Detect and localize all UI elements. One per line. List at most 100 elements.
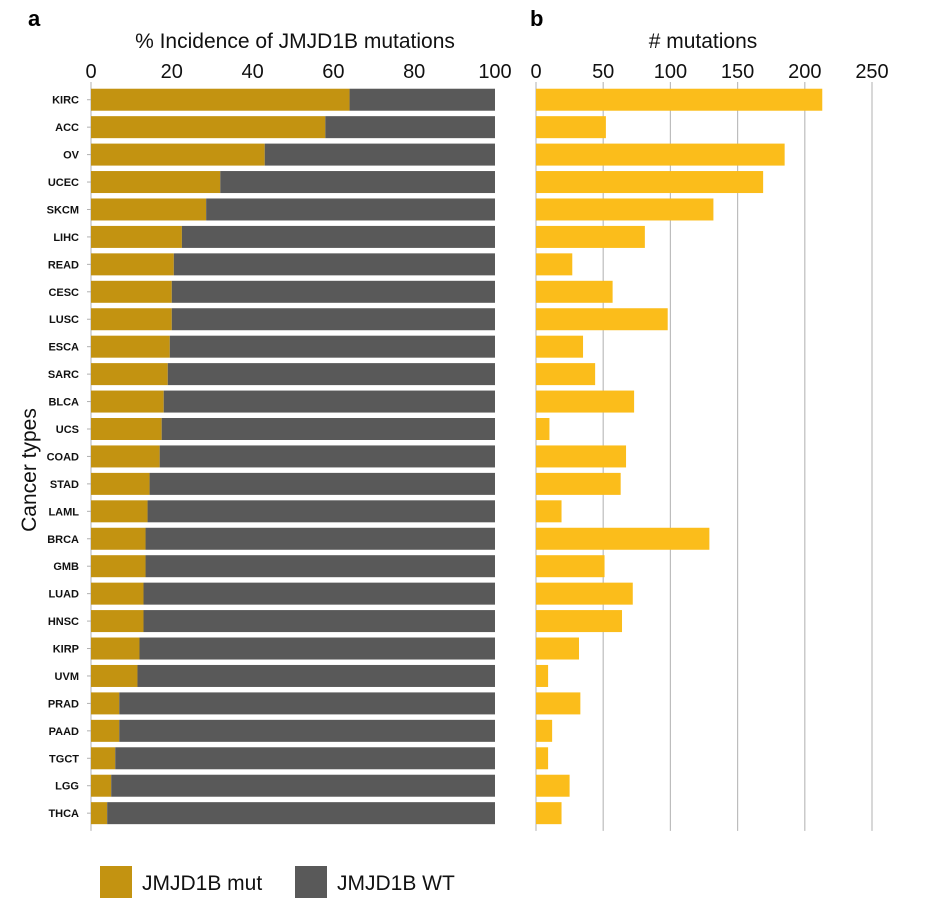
- category-label: LUSC: [49, 314, 79, 326]
- category-label: ESCA: [48, 342, 79, 354]
- bar-mutation-count: [536, 390, 635, 413]
- category-label: UCEC: [48, 177, 79, 189]
- bar-jmjd1b-wt: [159, 445, 495, 468]
- category-label: GMB: [53, 561, 79, 573]
- bar-jmjd1b-wt: [173, 253, 495, 276]
- category-label: SARC: [48, 369, 79, 381]
- bar-jmjd1b-mut: [91, 280, 172, 303]
- bar-jmjd1b-wt: [139, 637, 496, 660]
- bar-mutation-count: [536, 555, 605, 578]
- bar-jmjd1b-wt: [137, 664, 495, 687]
- bar-mutation-count: [536, 363, 596, 386]
- bar-mutation-count: [536, 308, 668, 331]
- panel-a-x-tick-label: 40: [241, 61, 263, 83]
- bar-jmjd1b-mut: [91, 610, 144, 633]
- legend-label-wt: JMJD1B WT: [337, 872, 455, 895]
- category-label: READ: [48, 259, 79, 271]
- panel-a-x-tick-label: 100: [478, 61, 511, 83]
- bar-mutation-count: [536, 610, 623, 633]
- bar-jmjd1b-mut: [91, 253, 174, 276]
- panel-b-plot: 0 50 100 150 200 250: [530, 61, 889, 831]
- bar-mutation-count: [536, 335, 584, 358]
- bar-jmjd1b-mut: [91, 664, 138, 687]
- bar-mutation-count: [536, 802, 562, 825]
- bar-jmjd1b-wt: [115, 747, 496, 770]
- bar-jmjd1b-wt: [107, 802, 495, 825]
- bar-jmjd1b-mut: [91, 198, 207, 221]
- panel-b-title: # mutations: [649, 30, 758, 53]
- bar-jmjd1b-mut: [91, 143, 265, 166]
- bar-mutation-count: [536, 198, 714, 221]
- category-label: LIHC: [53, 232, 79, 244]
- panel-b-x-tick-label: 100: [654, 61, 687, 83]
- bar-jmjd1b-mut: [91, 308, 172, 331]
- bar-jmjd1b-mut: [91, 692, 120, 715]
- bar-jmjd1b-wt: [206, 198, 495, 221]
- category-label: SKCM: [47, 204, 79, 216]
- bar-jmjd1b-mut: [91, 390, 164, 413]
- bar-jmjd1b-wt: [167, 363, 495, 386]
- bar-mutation-count: [536, 88, 823, 111]
- category-label: THCA: [48, 808, 79, 820]
- bar-jmjd1b-mut: [91, 719, 120, 742]
- bar-mutation-count: [536, 664, 549, 687]
- bar-jmjd1b-wt: [171, 280, 496, 303]
- panel-a-title: % Incidence of JMJD1B mutations: [135, 30, 455, 53]
- category-label: TGCT: [49, 753, 79, 765]
- bar-jmjd1b-mut: [91, 445, 160, 468]
- panel-a-x-tick-label: 0: [85, 61, 96, 83]
- bar-jmjd1b-wt: [220, 171, 495, 194]
- bar-jmjd1b-wt: [119, 692, 495, 715]
- category-label: STAD: [50, 479, 79, 491]
- panel-a-plot: 0 20 40 60 80 100 KIRC ACC OV UCEC SKCM LIHC READ CES…: [47, 61, 512, 831]
- legend-swatch-mut: [100, 866, 132, 898]
- bar-mutation-count: [536, 171, 764, 194]
- bar-mutation-count: [536, 500, 562, 523]
- bar-jmjd1b-wt: [145, 527, 496, 550]
- bar-jmjd1b-wt: [171, 308, 496, 331]
- legend-swatch-wt: [295, 866, 327, 898]
- bar-jmjd1b-mut: [91, 582, 144, 605]
- bar-jmjd1b-mut: [91, 418, 162, 440]
- category-label: OV: [63, 150, 80, 162]
- bar-mutation-count: [536, 116, 606, 139]
- category-label: LUAD: [48, 589, 79, 601]
- bar-jmjd1b-mut: [91, 527, 146, 550]
- bar-jmjd1b-mut: [91, 802, 108, 825]
- bar-jmjd1b-wt: [147, 500, 495, 523]
- bar-mutation-count: [536, 445, 627, 468]
- bar-jmjd1b-mut: [91, 116, 326, 139]
- bar-jmjd1b-mut: [91, 225, 182, 248]
- bar-jmjd1b-mut: [91, 774, 112, 797]
- bar-jmjd1b-mut: [91, 335, 170, 358]
- bar-mutation-count: [536, 527, 710, 550]
- category-label: PRAD: [48, 698, 79, 710]
- legend-label-mut: JMJD1B mut: [142, 872, 262, 895]
- category-label: LAML: [48, 506, 79, 518]
- bar-mutation-count: [536, 692, 581, 715]
- panel-b-x-tick-label: 50: [592, 61, 614, 83]
- bar-jmjd1b-mut: [91, 472, 150, 495]
- bar-jmjd1b-wt: [143, 610, 495, 633]
- bar-jmjd1b-wt: [143, 582, 495, 605]
- panel-b-letter: b: [530, 6, 543, 31]
- category-label: HNSC: [48, 616, 79, 628]
- panel-a-x-tick-label: 80: [403, 61, 425, 83]
- category-label: CESC: [48, 287, 79, 299]
- category-label: UVM: [55, 671, 79, 683]
- category-label: BRCA: [47, 534, 79, 546]
- bar-jmjd1b-mut: [91, 363, 168, 386]
- panel-b-x-tick-label: 200: [788, 61, 821, 83]
- bar-jmjd1b-mut: [91, 747, 116, 770]
- panel-b-x-tick-label: 150: [721, 61, 754, 83]
- bar-jmjd1b-mut: [91, 500, 148, 523]
- bar-jmjd1b-wt: [181, 225, 495, 248]
- bar-jmjd1b-wt: [349, 88, 495, 111]
- bar-jmjd1b-mut: [91, 171, 221, 194]
- bar-jmjd1b-wt: [111, 774, 495, 797]
- panel-b-x-tick-label: 0: [530, 61, 541, 83]
- bar-mutation-count: [536, 582, 633, 605]
- y-axis-label: Cancer types: [18, 408, 41, 532]
- bar-jmjd1b-mut: [91, 555, 146, 578]
